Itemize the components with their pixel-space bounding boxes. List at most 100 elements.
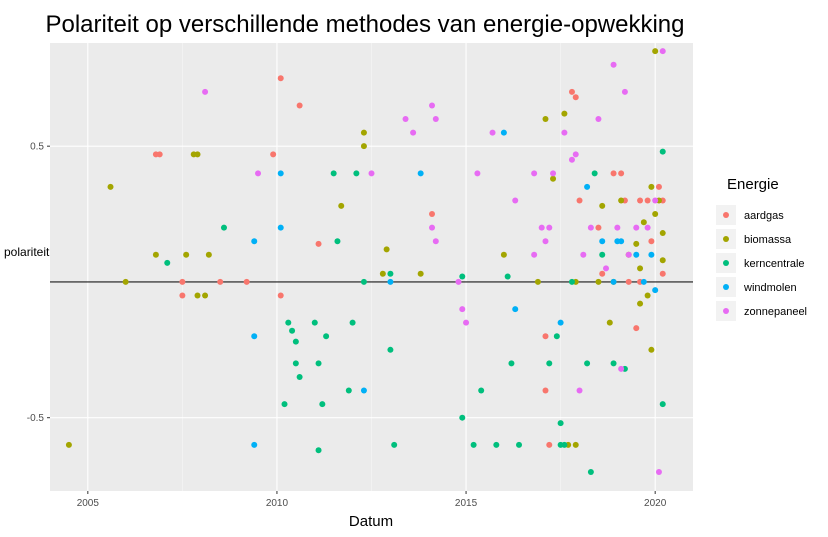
point-biomassa [379, 270, 386, 277]
point-kerncentrale [584, 360, 591, 367]
point-aardgas [599, 270, 606, 277]
point-windmolen [610, 278, 617, 285]
point-kerncentrale [459, 414, 466, 421]
point-zonnepaneel [561, 129, 568, 136]
point-zonnepaneel [531, 251, 538, 258]
point-zonnepaneel [550, 170, 557, 177]
point-zonnepaneel [587, 224, 594, 231]
point-aardgas [610, 170, 617, 177]
point-biomassa [659, 257, 666, 264]
point-windmolen [633, 251, 640, 258]
point-kerncentrale [289, 327, 296, 334]
point-kerncentrale [387, 346, 394, 353]
point-biomassa [599, 202, 606, 209]
point-biomassa [500, 251, 507, 258]
point-kerncentrale [610, 360, 617, 367]
x-tick-label: 2005 [77, 498, 100, 509]
point-kerncentrale [478, 387, 485, 394]
point-biomassa [542, 116, 549, 123]
point-kerncentrale [391, 441, 398, 448]
point-zonnepaneel [580, 251, 587, 258]
point-aardgas [277, 75, 284, 82]
point-zonnepaneel [618, 365, 625, 372]
point-biomassa [550, 175, 557, 182]
point-biomassa [534, 278, 541, 285]
point-kerncentrale [546, 360, 553, 367]
point-kerncentrale [553, 333, 560, 340]
y-axis-ticks: -0.5 0.5 [27, 142, 50, 424]
point-windmolen [360, 387, 367, 394]
point-kerncentrale [459, 273, 466, 280]
point-zonnepaneel [652, 197, 659, 204]
point-zonnepaneel [610, 61, 617, 68]
point-aardgas [637, 197, 644, 204]
point-aardgas [568, 88, 575, 95]
legend-label-windmolen: windmolen [743, 282, 797, 294]
point-windmolen [277, 224, 284, 231]
point-zonnepaneel [546, 224, 553, 231]
x-axis-title: Datum [349, 513, 393, 530]
chart-title: Polariteit op verschillende methodes van… [45, 11, 684, 38]
point-aardgas [648, 238, 655, 245]
legend-key-aardgas [723, 212, 729, 218]
point-aardgas [625, 278, 632, 285]
point-windmolen [648, 251, 655, 258]
point-kerncentrale [360, 278, 367, 285]
y-tick-label: -0.5 [27, 413, 45, 424]
point-windmolen [251, 238, 258, 245]
point-zonnepaneel [429, 224, 436, 231]
point-biomassa [652, 211, 659, 218]
point-windmolen [277, 170, 284, 177]
point-kerncentrale [285, 319, 292, 326]
point-windmolen [251, 441, 258, 448]
point-biomassa [644, 292, 651, 299]
point-biomassa [383, 246, 390, 253]
x-tick-label: 2010 [266, 498, 289, 509]
point-kerncentrale [345, 387, 352, 394]
point-zonnepaneel [568, 156, 575, 163]
point-aardgas [179, 292, 186, 299]
point-kerncentrale [315, 447, 322, 454]
point-biomassa [417, 270, 424, 277]
point-windmolen [417, 170, 424, 177]
point-zonnepaneel [459, 306, 466, 313]
point-zonnepaneel [429, 102, 436, 109]
point-kerncentrale [504, 273, 511, 280]
point-aardgas [572, 94, 579, 101]
point-aardgas [270, 151, 277, 158]
point-kerncentrale [599, 251, 606, 258]
point-aardgas [659, 270, 666, 277]
grid-major [50, 43, 693, 491]
legend-title: Energie [727, 176, 779, 193]
point-aardgas [217, 278, 224, 285]
point-kerncentrale [470, 441, 477, 448]
point-biomassa [194, 292, 201, 299]
point-windmolen [387, 278, 394, 285]
point-kerncentrale [516, 441, 523, 448]
point-zonnepaneel [489, 129, 496, 136]
point-zonnepaneel [255, 170, 262, 177]
point-windmolen [512, 306, 519, 313]
point-zonnepaneel [572, 151, 579, 158]
point-zonnepaneel [512, 197, 519, 204]
point-zonnepaneel [542, 238, 549, 245]
point-zonnepaneel [538, 224, 545, 231]
point-aardgas [655, 183, 662, 190]
point-aardgas [644, 197, 651, 204]
point-zonnepaneel [595, 116, 602, 123]
y-axis-title: polariteit [4, 245, 50, 259]
point-aardgas [243, 278, 250, 285]
point-windmolen [652, 287, 659, 294]
point-aardgas [156, 151, 163, 158]
point-windmolen [500, 129, 507, 136]
point-zonnepaneel [614, 224, 621, 231]
point-biomassa [65, 441, 72, 448]
point-kerncentrale [493, 441, 500, 448]
point-biomassa [637, 300, 644, 307]
point-biomassa [618, 197, 625, 204]
point-kerncentrale [164, 259, 171, 266]
point-aardgas [315, 240, 322, 247]
point-zonnepaneel [633, 224, 640, 231]
point-aardgas [296, 102, 303, 109]
legend-label-aardgas: aardgas [744, 210, 784, 222]
